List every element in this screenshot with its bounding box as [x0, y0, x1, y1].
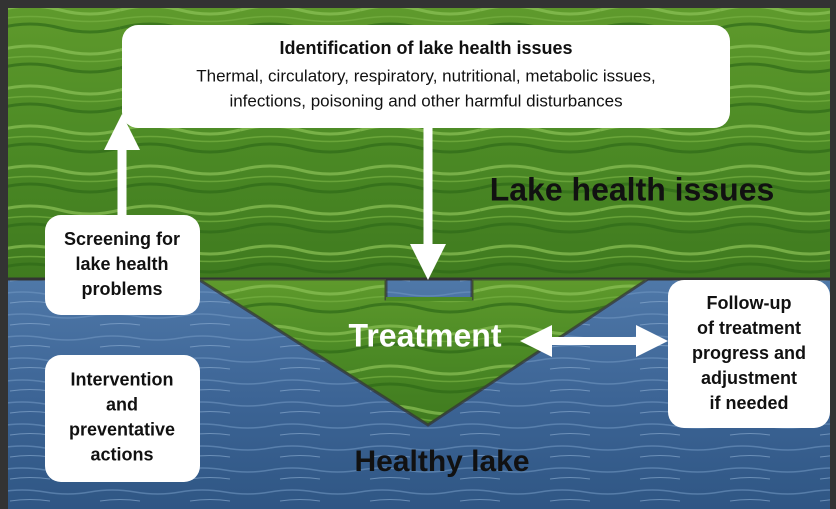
box-line: Thermal, circulatory, respiratory, nutri…	[196, 66, 655, 85]
box-title: Identification of lake health issues	[279, 38, 572, 58]
box-line: Screening for	[64, 229, 180, 249]
box-line: if needed	[709, 393, 788, 413]
page: Identification of lake health issues The…	[0, 0, 836, 509]
box-line: and	[106, 394, 138, 414]
healthy-lake-label: Healthy lake	[354, 445, 529, 478]
box-line: actions	[90, 444, 153, 464]
box-line: of treatment	[697, 318, 801, 338]
box-line: infections, poisoning and other harmful …	[229, 91, 622, 110]
box-line: Intervention	[70, 369, 173, 389]
box-line: lake health	[75, 254, 168, 274]
box-line: Follow-up	[707, 293, 792, 313]
box-line: adjustment	[701, 368, 797, 388]
treatment-label: Treatment	[349, 317, 502, 353]
issues-label: Lake health issues	[490, 171, 775, 207]
box-line: problems	[81, 279, 162, 299]
box-line: progress and	[692, 343, 806, 363]
diagram: Identification of lake health issues The…	[0, 0, 836, 509]
box-line: preventative	[69, 419, 175, 439]
